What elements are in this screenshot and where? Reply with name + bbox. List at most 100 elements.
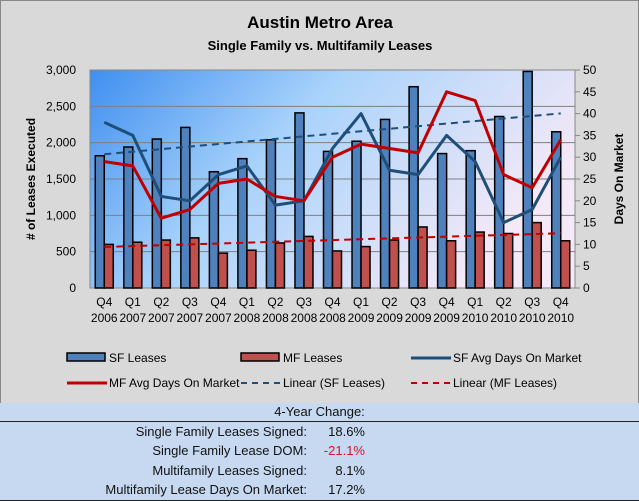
x-tick-label: Q3: [182, 295, 198, 309]
table-row: Multifamily Lease Days On Market: 17.2%: [0, 480, 639, 499]
mf-lease-bar: [331, 250, 343, 289]
sf-lease-bar: [550, 131, 562, 289]
y-tick-label: 3,000: [46, 63, 76, 77]
table-row: Single Family Lease DOM: -21.1%: [0, 441, 639, 460]
mf-dom-line: [104, 90, 563, 220]
mf-lease-bar: [445, 240, 457, 289]
legend-label: MF Avg Days On Market: [109, 376, 240, 390]
x-tick-label: 2009: [433, 311, 460, 325]
x-tick-label: Q4: [439, 295, 455, 309]
mf-trendline: [104, 232, 561, 248]
sf-lease-bar: [522, 70, 533, 289]
sf-lease-bar: [151, 138, 163, 289]
x-tick-label: 2010: [519, 311, 546, 325]
y2-tick-label: 10: [583, 237, 597, 251]
x-tick-label: 2008: [262, 311, 289, 325]
sf-trendline: [104, 112, 561, 156]
mf-lease-bar: [160, 239, 172, 289]
sf-lease-bar: [180, 126, 191, 289]
x-tick-label: 2008: [291, 311, 318, 325]
sf-lease-bar: [322, 150, 334, 289]
sf-lease-bar: [94, 154, 106, 289]
x-tick-label: 2007: [205, 311, 232, 325]
mf-lease-bar: [474, 231, 485, 289]
sf-dom-line: [103, 112, 563, 225]
sf-lease-bar: [123, 146, 134, 289]
legend-label: Linear (MF Leases): [453, 376, 557, 390]
sf-lease-bar: [493, 115, 505, 289]
x-tick-label: Q4: [96, 295, 112, 309]
x-tick-label: 2009: [348, 311, 375, 325]
row-value: 18.6%: [328, 424, 365, 439]
y2-tick-label: 35: [583, 128, 597, 142]
x-tick-label: 2007: [119, 311, 146, 325]
x-tick-label: Q3: [410, 295, 426, 309]
mf-lease-bar: [360, 245, 371, 289]
x-tick-label: Q4: [324, 295, 340, 309]
mf-lease-bar: [531, 221, 542, 289]
y-tick-label: 2,000: [46, 136, 76, 150]
mf-lease-bar: [303, 235, 314, 289]
x-tick-label: 2008: [234, 311, 261, 325]
y-tick-label: 1,500: [46, 172, 76, 186]
sf-lease-bar: [208, 170, 220, 289]
sf-lease-bar: [237, 157, 248, 289]
x-tick-label: Q3: [296, 295, 312, 309]
x-tick-label: Q4: [553, 295, 569, 309]
x-tick-label: 2007: [177, 311, 204, 325]
row-label: Single Family Leases Signed:: [135, 424, 307, 439]
chart-title: Austin Metro Area: [247, 13, 393, 32]
y2-tick-label: 50: [583, 63, 597, 77]
y-axis-label: # of Leases Executed: [24, 118, 38, 240]
x-tick-label: 2010: [547, 311, 574, 325]
sf-lease-bar: [265, 139, 277, 289]
mf-lease-bar: [274, 242, 286, 289]
x-tick-label: Q3: [524, 295, 540, 309]
table-header: 4-Year Change:: [0, 403, 639, 422]
x-tick-label: Q2: [496, 295, 512, 309]
mf-lease-bar: [217, 252, 229, 289]
x-tick-label: 2007: [148, 311, 175, 325]
legend-label: Linear (SF Leases): [283, 376, 385, 390]
legend-label: MF Leases: [283, 351, 342, 365]
table-row: Multifamily Leases Signed: 8.1%: [0, 461, 639, 480]
chart: Austin Metro Area Single Family vs. Mult…: [0, 0, 639, 405]
y2-tick-label: 30: [583, 150, 597, 164]
x-tick-label: 2009: [376, 311, 403, 325]
y-tick-label: 500: [56, 245, 76, 259]
x-tick-label: 2008: [319, 311, 346, 325]
x-tick-label: Q1: [467, 295, 483, 309]
x-tick-label: 2006: [91, 311, 118, 325]
row-value: -21.1%: [323, 443, 365, 458]
x-tick-label: Q2: [382, 295, 398, 309]
x-tick-label: 2009: [405, 311, 432, 325]
mf-lease-bar: [388, 239, 400, 289]
legend-swatch: [240, 352, 280, 362]
y2-tick-label: 20: [583, 194, 597, 208]
sf-lease-bar: [351, 140, 362, 289]
x-tick-label: Q2: [267, 295, 283, 309]
y2-tick-label: 25: [583, 172, 597, 186]
row-label: Single Family Lease DOM:: [152, 443, 307, 458]
sf-lease-bar: [408, 85, 419, 289]
x-tick-label: Q1: [239, 295, 255, 309]
mf-lease-bar: [417, 226, 428, 289]
row-label: Multifamily Leases Signed:: [152, 463, 307, 478]
y-tick-label: 0: [69, 281, 76, 295]
x-tick-label: 2010: [462, 311, 489, 325]
y2-tick-label: 45: [583, 85, 597, 99]
x-tick-label: Q1: [353, 295, 369, 309]
x-tick-label: 2010: [490, 311, 517, 325]
y2-tick-label: 5: [583, 259, 590, 273]
row-label: Multifamily Lease Days On Market:: [105, 482, 307, 497]
legend: SF Leases MF Leases SF Avg Days On Market M…: [66, 351, 582, 390]
y-tick-label: 1,000: [46, 208, 76, 222]
sf-lease-bar: [465, 149, 476, 289]
legend-swatch: [66, 352, 106, 362]
y2-tick-label: 0: [583, 281, 590, 295]
mf-lease-bar: [246, 249, 257, 289]
mf-lease-bar: [502, 232, 514, 289]
y2-tick-label: 15: [583, 216, 597, 230]
x-tick-label: Q1: [125, 295, 141, 309]
sf-lease-bar: [379, 118, 391, 289]
